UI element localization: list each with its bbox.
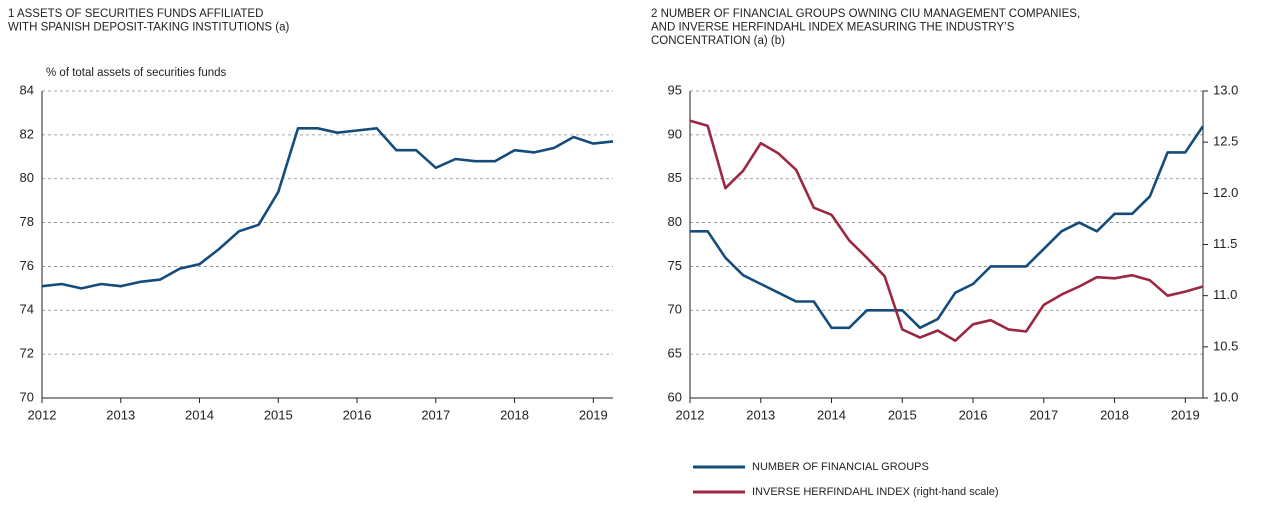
y-tick-label: 84: [20, 82, 34, 97]
y2-tick-label: 10.0: [1213, 389, 1238, 404]
data-line: [690, 125, 1205, 330]
y-tick-label: 90: [668, 126, 682, 141]
y-tick-label: 80: [668, 214, 682, 229]
y-axis-label: % of total assets of securities funds: [46, 67, 227, 79]
x-tick-label: 2014: [185, 407, 214, 422]
x-tick-label: 2016: [959, 407, 988, 422]
x-tick-label: 2013: [106, 407, 135, 422]
y-tick-label: 72: [20, 346, 34, 361]
chart-title: AND INVERSE HERFINDAHL INDEX MEASURING T…: [651, 22, 1015, 34]
x-tick-label: 2016: [343, 407, 372, 422]
x-tick-label: 2017: [421, 407, 450, 422]
y-tick-label: 74: [20, 302, 34, 317]
chart-title: WITH SPANISH DEPOSIT-TAKING INSTITUTIONS…: [8, 22, 290, 34]
x-tick-label: 2018: [500, 407, 529, 422]
legend-label: NUMBER OF FINANCIAL GROUPS: [752, 461, 929, 473]
x-tick-label: 2012: [676, 407, 705, 422]
y-tick-label: 82: [20, 126, 34, 141]
y-tick-label: 78: [20, 214, 34, 229]
chart-title: 1 ASSETS OF SECURITIES FUNDS AFFILIATED: [8, 8, 263, 20]
y-tick-label: 76: [20, 258, 34, 273]
x-tick-label: 2018: [1100, 407, 1129, 422]
chart-title: CONCENTRATION (a) (b): [651, 35, 785, 47]
legend-label: INVERSE HERFINDAHL INDEX (right-hand sca…: [752, 486, 999, 498]
y-tick-label: 65: [668, 346, 682, 361]
y-tick-label: 80: [20, 170, 34, 185]
y2-tick-label: 12.0: [1213, 185, 1238, 200]
y-tick-label: 70: [20, 389, 34, 404]
y-tick-label: 60: [668, 389, 682, 404]
x-tick-label: 2019: [1171, 407, 1200, 422]
y-tick-label: 75: [668, 258, 682, 273]
y2-tick-label: 13.0: [1213, 82, 1238, 97]
y2-tick-label: 11.5: [1213, 236, 1237, 251]
x-tick-label: 2014: [817, 407, 846, 422]
x-tick-label: 2017: [1029, 407, 1058, 422]
y2-tick-label: 12.5: [1213, 134, 1238, 149]
x-tick-label: 2012: [28, 407, 57, 422]
x-tick-label: 2015: [888, 407, 917, 422]
data-line: [689, 119, 1204, 342]
y-tick-label: 70: [668, 302, 682, 317]
data-line: [41, 127, 614, 290]
x-tick-label: 2013: [746, 407, 775, 422]
chart-title: 2 NUMBER OF FINANCIAL GROUPS OWNING CIU …: [651, 8, 1080, 20]
x-tick-label: 2015: [264, 407, 293, 422]
y2-tick-label: 10.5: [1213, 338, 1238, 353]
y2-tick-label: 11.0: [1213, 287, 1237, 302]
x-tick-label: 2019: [579, 407, 608, 422]
y-tick-label: 95: [668, 82, 682, 97]
y-tick-label: 85: [668, 170, 682, 185]
